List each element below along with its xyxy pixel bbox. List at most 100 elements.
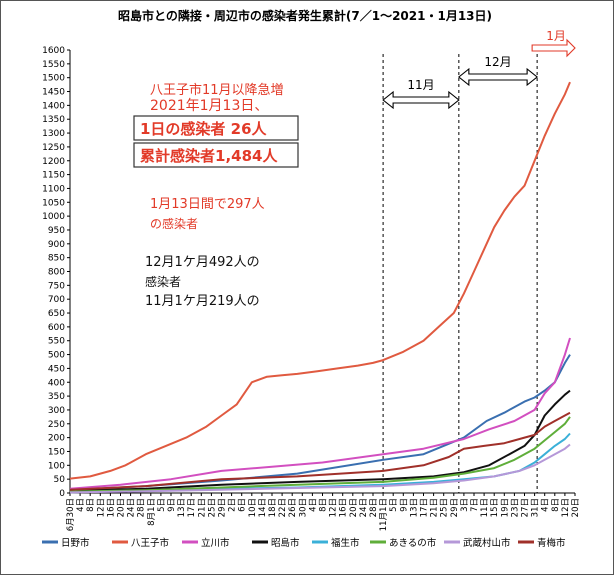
legend-label: 日野市	[61, 537, 90, 549]
y-tick-label: 0	[59, 489, 65, 499]
period-arrow	[382, 90, 460, 110]
annotation-box-2: 累計感染者1,484人	[140, 147, 278, 165]
y-tick-label: 1400	[42, 101, 65, 111]
x-tick-label: 25日	[440, 498, 450, 517]
legend-label: 昭島市	[271, 537, 300, 549]
legend-label: 武蔵村山市	[463, 537, 511, 549]
period-markers: 11月 12月 1月	[382, 29, 576, 493]
chart-title: 昭島市との隣接・周辺市の感染者発生累計(7／1～2021・1月13日)	[118, 8, 492, 23]
y-tick-label: 600	[48, 323, 65, 333]
annotations: 八王子市11月以降急増 2021年1月13日、 1日の感染者 26人 累計感染者…	[133, 82, 299, 309]
y-tick-label: 350	[48, 392, 65, 402]
legend-label: 青梅市	[537, 537, 566, 549]
x-tick-label: 15日	[490, 498, 500, 517]
legend-label: あきるの市	[389, 537, 437, 549]
legend-label: 福生市	[331, 537, 360, 549]
y-tick-label: 1300	[42, 129, 65, 139]
series-line	[69, 81, 571, 480]
y-axis: 0 50 100 150 200 250 300 350 400 450 500 550 600 650 7…	[42, 46, 71, 499]
annotation-red-2: 2021年1月13日、	[150, 98, 268, 114]
series-line	[69, 411, 571, 491]
x-tick-label: 13日	[177, 498, 187, 517]
y-tick-label: 400	[48, 378, 65, 388]
x-tick-label: 9日	[167, 498, 177, 512]
x-tick-label: 8日	[86, 498, 96, 512]
x-tick-label: 8月1日	[147, 498, 157, 526]
y-tick-label: 100	[48, 461, 65, 471]
x-tick-label: 4日	[76, 498, 86, 512]
y-tick-label: 250	[48, 420, 65, 430]
x-tick-label: 12日	[561, 498, 571, 517]
y-tick-label: 1500	[42, 74, 65, 84]
x-tick-label: 20日	[571, 498, 581, 517]
x-tick-label: 7日	[470, 498, 480, 512]
period-arrow	[457, 67, 539, 87]
x-tick-label: 31日	[531, 498, 541, 517]
y-tick-label: 500	[48, 351, 65, 361]
annotation-red-1: 八王子市11月以降急増	[150, 82, 284, 98]
annotation-box-1: 1日の感染者 26人	[140, 120, 268, 138]
legend-label: 立川市	[201, 537, 230, 549]
x-tick-label: 14日	[258, 498, 268, 517]
x-tick-label: 25日	[207, 498, 217, 517]
annotation-black-2: 感染者	[145, 274, 181, 289]
x-tick-label: 5日	[157, 498, 167, 512]
x-tick-label: 5日	[389, 498, 399, 512]
x-tick-label: 21日	[430, 498, 440, 517]
y-tick-label: 200	[48, 434, 65, 444]
y-tick-label: 650	[48, 309, 65, 319]
x-tick-label: 12日	[329, 498, 339, 517]
x-tick-label: 17日	[187, 498, 197, 517]
x-tick-label: 11日	[480, 498, 490, 517]
y-tick-label: 550	[48, 337, 65, 347]
period-label: 12月	[484, 55, 511, 69]
x-axis: 6月30日 4日 8日 12日 16日 20日 24日 28日 8月1日 5日 9日 13日 17日 21…	[66, 492, 581, 531]
series-line	[69, 337, 571, 490]
x-tick-label: 17日	[420, 498, 430, 517]
x-tick-label: 21日	[197, 498, 207, 517]
x-tick-label: 26日	[288, 498, 298, 517]
series-line	[69, 416, 571, 493]
y-tick-label: 1200	[42, 157, 65, 167]
period-label: 1月	[546, 29, 566, 43]
x-tick-label: 3日	[460, 498, 470, 512]
y-tick-label: 150	[48, 447, 65, 457]
series-lines	[69, 81, 571, 494]
x-tick-label: 22日	[278, 498, 288, 517]
x-tick-label: 13日	[409, 498, 419, 517]
y-tick-label: 1550	[42, 60, 65, 70]
period-label: 11月	[407, 78, 434, 92]
y-tick-label: 50	[54, 475, 66, 485]
x-tick-label: 29日	[218, 498, 228, 517]
x-tick-label: 16日	[106, 498, 116, 517]
annotation-red-4: の感染者	[150, 216, 198, 231]
x-tick-label: 23日	[510, 498, 520, 517]
y-tick-label: 750	[48, 281, 65, 291]
x-tick-label: 24日	[127, 498, 137, 517]
y-tick-label: 300	[48, 406, 65, 416]
annotation-black-3: 11月1ケ月219人の	[145, 294, 260, 309]
x-tick-label: 2日	[228, 498, 238, 512]
annotation-red-3: 1月13日間で297人	[150, 197, 265, 212]
x-tick-label: 20日	[117, 498, 127, 517]
series-line	[69, 443, 571, 494]
y-tick-label: 1350	[42, 115, 65, 125]
y-tick-label: 1600	[42, 46, 65, 56]
period-arrow	[531, 38, 576, 58]
x-tick-label: 6日	[238, 498, 248, 512]
x-tick-label: 28日	[369, 498, 379, 517]
x-tick-label: 24日	[359, 498, 369, 517]
y-tick-label: 1100	[42, 184, 65, 194]
x-tick-label: 29日	[450, 498, 460, 517]
y-tick-label: 1050	[42, 198, 65, 208]
y-tick-label: 800	[48, 268, 65, 278]
annotation-box-2-frame	[133, 142, 299, 168]
x-tick-label: 9日	[399, 498, 409, 512]
y-tick-label: 900	[48, 240, 65, 250]
x-tick-label: 11月1日	[379, 498, 389, 531]
x-tick-label: 8日	[551, 498, 561, 512]
y-tick-label: 700	[48, 295, 65, 305]
y-tick-label: 450	[48, 364, 65, 374]
y-tick-label: 950	[48, 226, 65, 236]
